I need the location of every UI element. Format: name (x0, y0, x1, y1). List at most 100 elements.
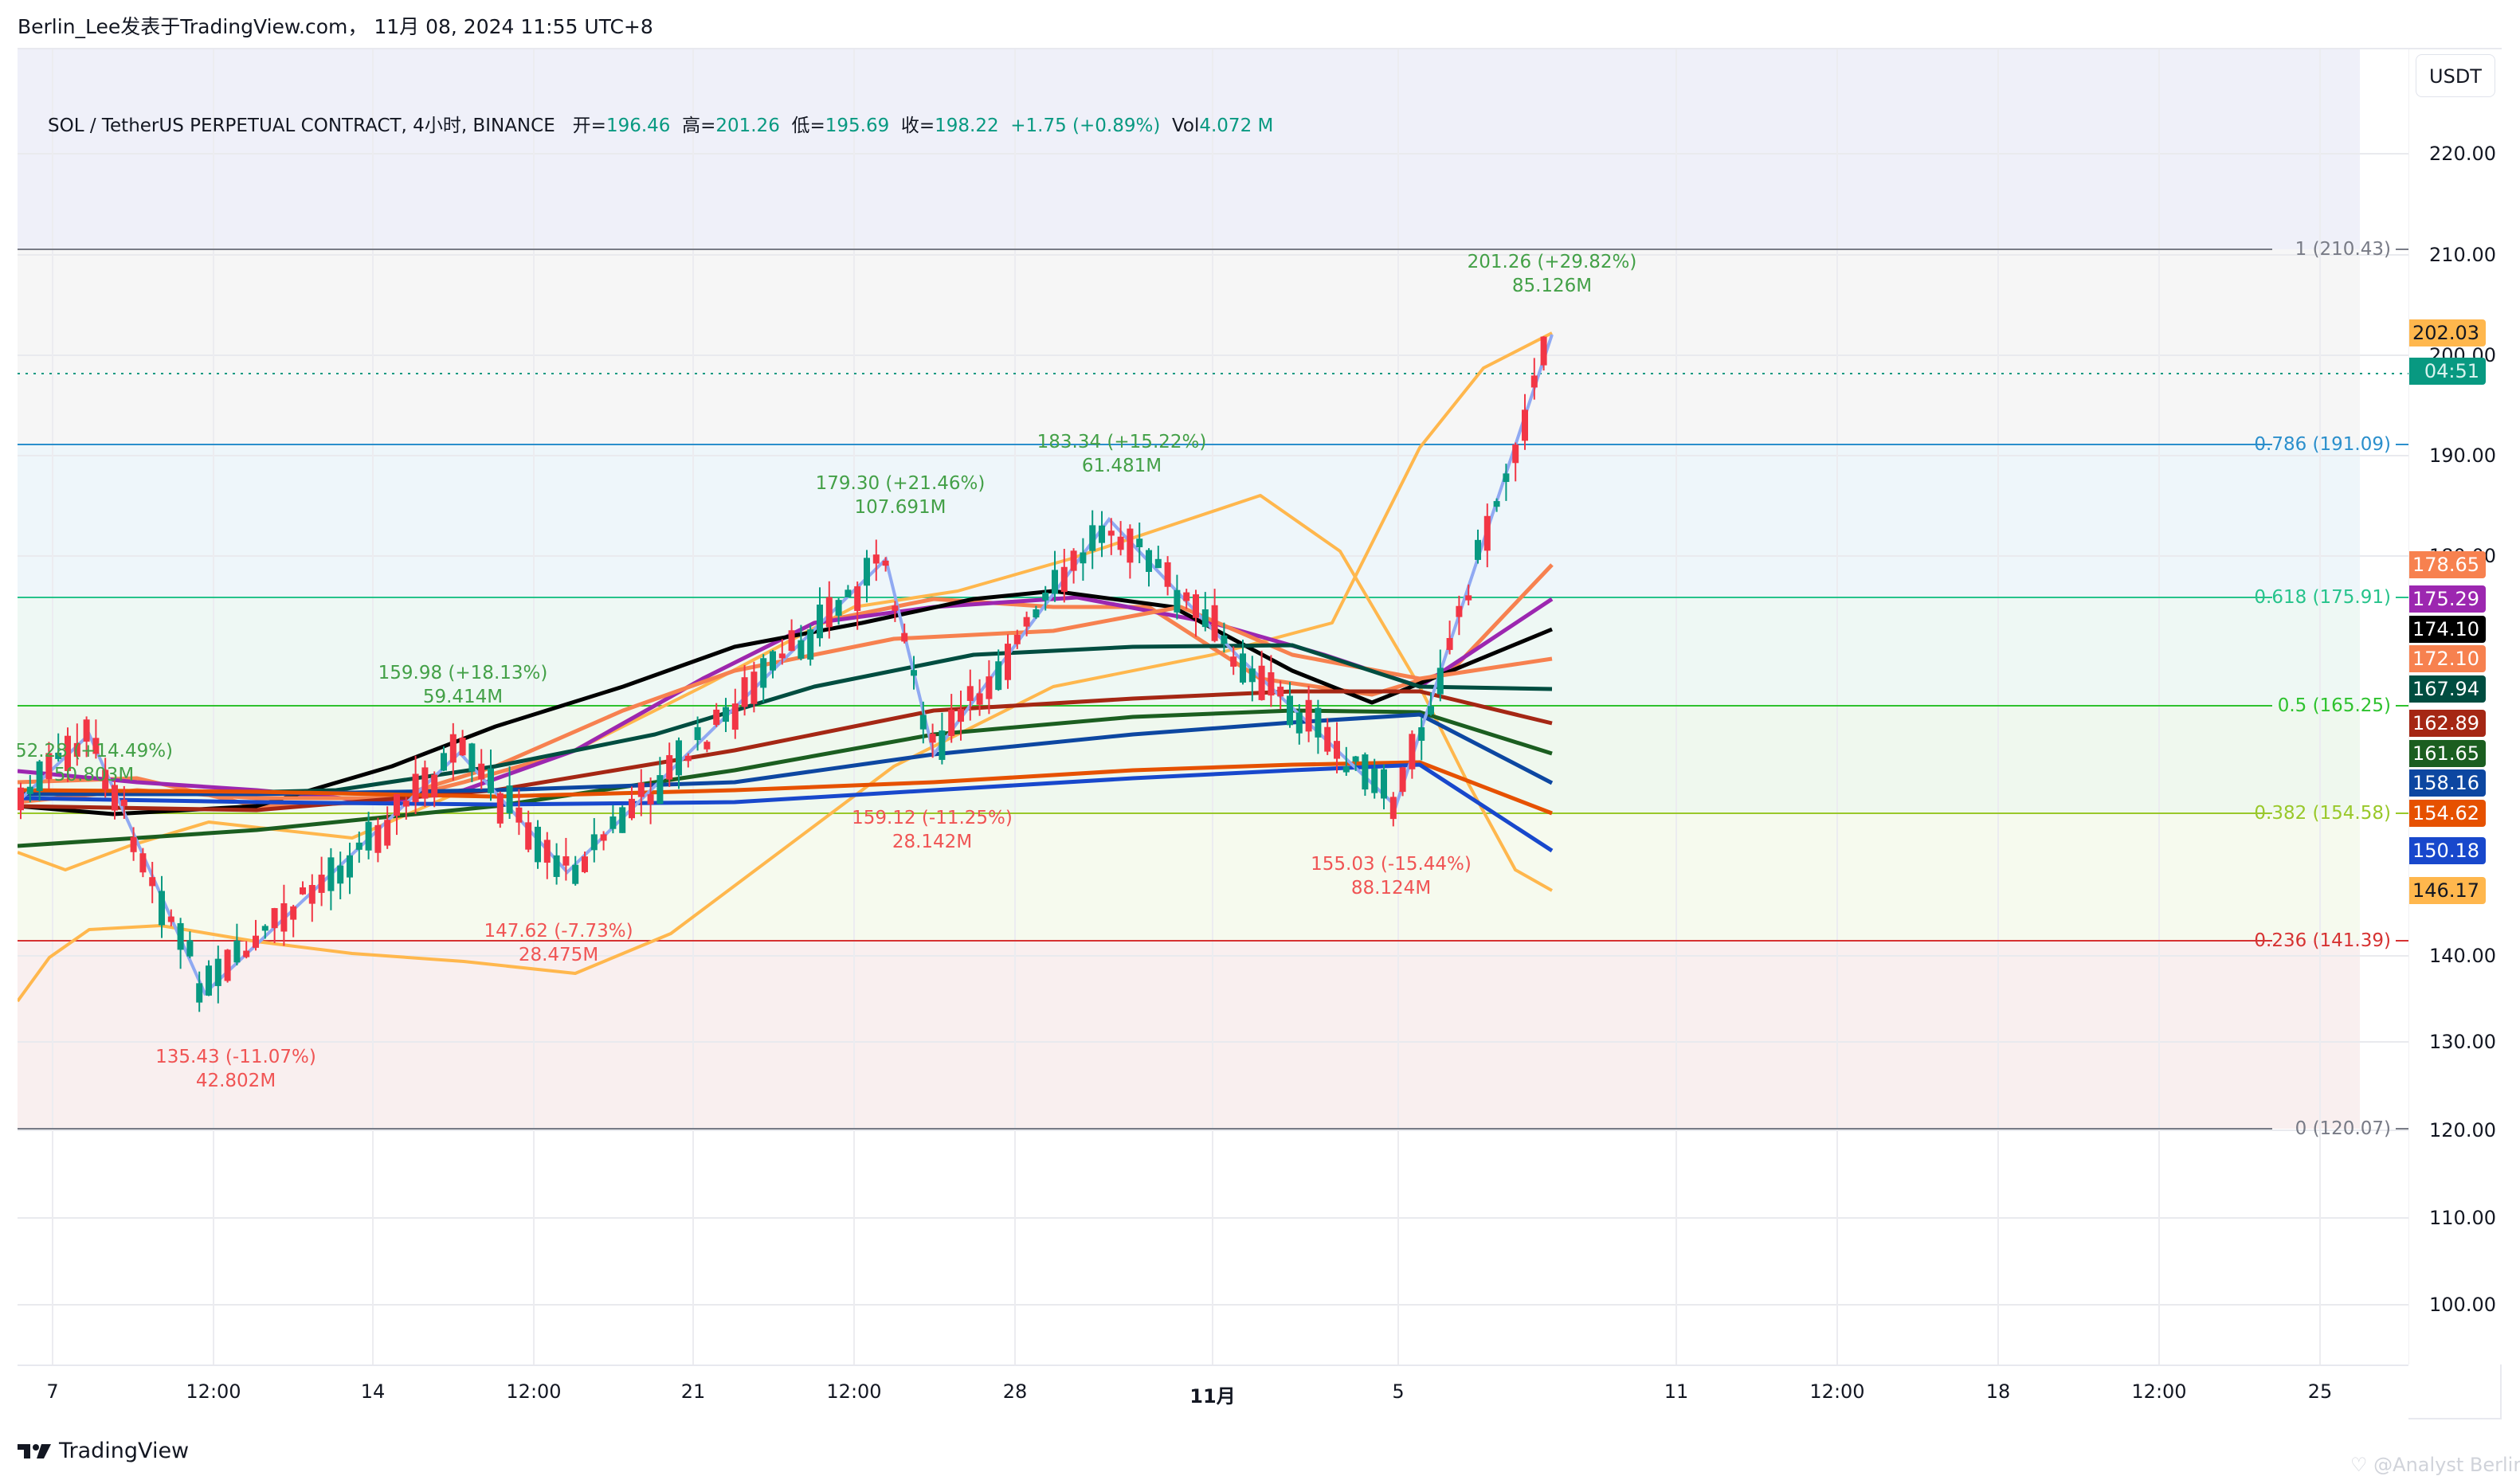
time-tick: 14 (360, 1380, 386, 1403)
price-label: 158.16 (2409, 769, 2486, 797)
pivot-annotation: 201.26 (+29.82%) 85.126M (1468, 250, 1637, 298)
pivot-annotation: 179.30 (+21.46%) 107.691M (816, 472, 986, 519)
moving-averages (18, 331, 1554, 1003)
time-tick: 5 (1392, 1380, 1405, 1403)
pivot-volume: 28.475M (518, 945, 599, 965)
time-tick: 25 (2307, 1380, 2333, 1403)
pivot-price: 135.43 (-11.07%) (155, 1047, 316, 1067)
pivot-volume: 107.691M (854, 497, 946, 518)
grid (18, 49, 2408, 1364)
candles (18, 336, 1547, 1012)
pivot-volume: 42.802M (195, 1071, 276, 1091)
fib-level-label: 0.382 (154.58) (2254, 803, 2391, 824)
price-label: 167.94 (2409, 675, 2486, 703)
time-tick: 18 (1985, 1380, 2011, 1403)
open-label: 开= (572, 116, 606, 136)
chart-pane[interactable]: 1 (210.43) 0.786 (191.09) 0.618 (175.91) 0.… (18, 49, 2408, 1364)
high-label: 高= (682, 116, 716, 136)
close-value: 198.22 (935, 116, 999, 136)
fib-level-label: 0 (120.07) (2295, 1118, 2391, 1139)
fib-level-label: 0.786 (191.09) (2254, 434, 2391, 455)
price-label: 174.10 (2409, 616, 2486, 643)
change-value: +1.75 (+0.89%) (1010, 116, 1161, 136)
fib-band (18, 813, 2360, 941)
pivot-annotation: 183.34 (+15.22%) 61.481M (1037, 430, 1207, 478)
pivot-volume: 50.803M (53, 765, 135, 785)
fib-band (18, 941, 2360, 1129)
currency-button[interactable]: USDT (2416, 54, 2495, 97)
pivot-annotation: 159.12 (-11.25%) 28.142M (852, 806, 1013, 854)
pivot-annotation: 159.98 (+18.13%) 59.414M (378, 661, 548, 709)
pivot-price: 179.30 (+21.46%) (815, 473, 986, 494)
tradingview-logo-icon (18, 1443, 51, 1458)
symbol-title: SOL / TetherUS PERPETUAL CONTRACT, 4小时, … (48, 116, 555, 136)
price-label: 161.65 (2409, 740, 2486, 767)
price-tick: 110.00 (2429, 1207, 2496, 1229)
time-tick: 12:00 (2131, 1380, 2187, 1403)
high-value: 201.26 (715, 116, 780, 136)
symbol-legend[interactable]: SOL / TetherUS PERPETUAL CONTRACT, 4小时, … (48, 110, 1273, 137)
low-label: 低= (791, 116, 825, 136)
pivot-annotation: 135.43 (-11.07%) 42.802M (155, 1045, 316, 1093)
price-label: 162.89 (2409, 710, 2486, 737)
close-label: 收= (900, 116, 935, 136)
pivot-volume: 59.414M (422, 687, 504, 707)
fib-band (18, 49, 2360, 249)
tradingview-brand: TradingView (59, 1439, 190, 1463)
time-tick: 11 (1664, 1380, 1689, 1403)
price-tick: 120.00 (2429, 1119, 2496, 1141)
time-tick: 11月 (1189, 1385, 1236, 1408)
chart-canvas (18, 49, 2408, 1364)
fib-level-label: 0.236 (141.39) (2254, 930, 2391, 951)
pivot-price: 147.62 (-7.73%) (484, 921, 633, 942)
price-label: 150.18 (2409, 837, 2486, 864)
price-label: 154.62 (2409, 800, 2486, 827)
price-label: 04:51 (2409, 358, 2486, 385)
pivot-volume: 85.126M (1511, 276, 1593, 296)
publish-info: Berlin_Lee发表于TradingView.com， 11月 08, 20… (18, 15, 653, 38)
price-tick: 190.00 (2429, 444, 2496, 467)
watermark-icon: ♡ (2350, 1454, 2368, 1476)
pivot-price: 183.34 (+15.22%) (1037, 432, 1207, 452)
pivot-price: 155.03 (-15.44%) (1311, 854, 1472, 875)
time-tick: 12:00 (186, 1380, 241, 1403)
time-tick: 21 (680, 1380, 706, 1403)
price-label: 172.10 (2409, 645, 2486, 672)
time-tick: 12:00 (826, 1380, 882, 1403)
volume-value: 4.072 M (1199, 116, 1274, 136)
fib-level-label: 0.618 (175.91) (2254, 587, 2391, 608)
time-tick: 12:00 (1809, 1380, 1865, 1403)
pivot-volume: 61.481M (1081, 456, 1162, 476)
watermark: ♡ @Analyst Berlin (2350, 1454, 2520, 1476)
pivot-price: 159.98 (+18.13%) (378, 663, 548, 683)
volume-label: Vol (1171, 116, 1200, 136)
price-label: 175.29 (2409, 585, 2486, 613)
price-label: 178.65 (2409, 551, 2486, 578)
time-axis[interactable]: 7 12:00 14 12:00 21 12:00 28 11月 5 11 12:00 18 12:00… (18, 1364, 2408, 1419)
price-axis[interactable]: 220.00210.00200.00190.00180.00130.00140.… (2408, 49, 2502, 1364)
fib-band (18, 249, 2360, 444)
price-tick: 130.00 (2429, 1031, 2496, 1053)
price-tick: 100.00 (2429, 1294, 2496, 1316)
watermark-text: @Analyst Berlin (2373, 1454, 2520, 1476)
tradingview-footer[interactable]: TradingView (18, 1439, 189, 1463)
pivot-volume: 28.142M (892, 832, 973, 852)
fib-level-label: 1 (210.43) (2295, 239, 2391, 260)
pivot-annotation: 52.28 (+14.49%) 50.803M (18, 739, 173, 787)
fib-level-label: 0.5 (165.25) (2277, 695, 2391, 716)
price-label: 146.17 (2409, 877, 2486, 904)
pivot-annotation: 147.62 (-7.73%) 28.475M (484, 919, 633, 967)
pivot-price: 201.26 (+29.82%) (1467, 252, 1637, 272)
pivot-annotation: 155.03 (-15.44%) 88.124M (1311, 852, 1472, 900)
pivot-price: 159.12 (-11.25%) (852, 808, 1013, 828)
price-tick: 210.00 (2429, 244, 2496, 266)
open-value: 196.46 (606, 116, 671, 136)
time-tick: 28 (1002, 1380, 1028, 1403)
pivot-price: 52.28 (+14.49%) (18, 741, 174, 762)
price-label: 202.03 (2409, 319, 2486, 347)
price-tick: 140.00 (2429, 945, 2496, 967)
pivot-volume: 88.124M (1350, 878, 1432, 899)
time-tick: 12:00 (506, 1380, 562, 1403)
price-tick: 220.00 (2429, 143, 2496, 165)
low-value: 195.69 (825, 116, 890, 136)
